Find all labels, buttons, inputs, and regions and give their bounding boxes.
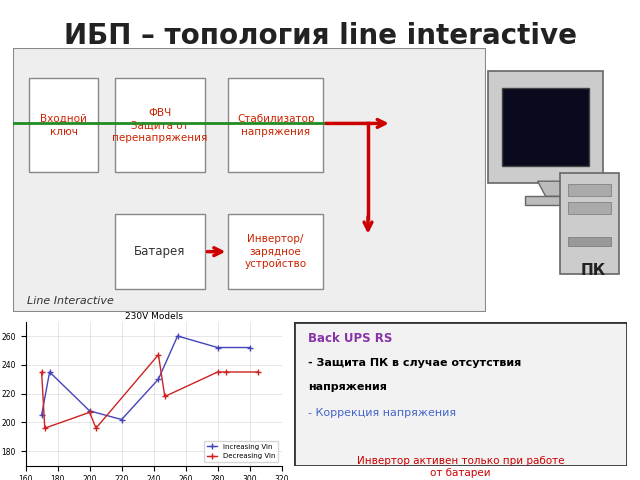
Increasing Vin xyxy=(174,333,182,339)
Increasing Vin xyxy=(46,369,54,375)
Text: ФВЧ
Защита от
перенапряжения: ФВЧ Защита от перенапряжения xyxy=(112,108,207,143)
Line: Increasing Vin: Increasing Vin xyxy=(39,333,252,422)
Bar xyxy=(568,184,611,196)
Decreasing Vin xyxy=(214,369,221,375)
Increasing Vin xyxy=(118,417,125,422)
Text: Стабилизатор
напряжения: Стабилизатор напряжения xyxy=(237,114,314,136)
FancyBboxPatch shape xyxy=(488,71,604,183)
Decreasing Vin xyxy=(155,352,163,358)
Increasing Vin xyxy=(86,408,93,414)
Decreasing Vin xyxy=(254,369,262,375)
Decreasing Vin xyxy=(86,409,93,415)
Increasing Vin xyxy=(38,412,45,418)
Decreasing Vin xyxy=(38,369,45,375)
Decreasing Vin xyxy=(161,394,169,399)
Text: Инвертор активен только при работе
от батареи: Инвертор активен только при работе от ба… xyxy=(357,456,564,478)
Bar xyxy=(568,202,611,214)
Text: - Защита ПК в случае отсутствия: - Защита ПК в случае отсутствия xyxy=(308,358,521,368)
Increasing Vin xyxy=(214,345,221,350)
Polygon shape xyxy=(538,181,570,196)
FancyBboxPatch shape xyxy=(502,88,589,166)
Text: Инвертор/
зарядное
устройство: Инвертор/ зарядное устройство xyxy=(244,234,307,269)
Text: Батарея: Батарея xyxy=(134,245,186,258)
Polygon shape xyxy=(525,196,582,205)
Text: Back UPS RS: Back UPS RS xyxy=(308,332,392,345)
Title: 230V Models: 230V Models xyxy=(125,312,182,321)
Text: Line Interactive: Line Interactive xyxy=(27,296,114,306)
Text: - Коррекция напряжения: - Коррекция напряжения xyxy=(308,408,456,418)
FancyBboxPatch shape xyxy=(115,78,205,172)
Bar xyxy=(568,238,611,246)
Text: Входной
ключ: Входной ключ xyxy=(40,114,87,136)
FancyBboxPatch shape xyxy=(13,48,486,312)
Text: ПК: ПК xyxy=(581,264,606,278)
FancyBboxPatch shape xyxy=(294,322,627,466)
Text: напряжения: напряжения xyxy=(308,382,387,392)
FancyBboxPatch shape xyxy=(228,78,323,172)
Decreasing Vin xyxy=(92,425,100,431)
FancyBboxPatch shape xyxy=(560,172,620,274)
Increasing Vin xyxy=(246,345,253,350)
Decreasing Vin xyxy=(41,425,49,431)
Line: Decreasing Vin: Decreasing Vin xyxy=(39,352,260,431)
Increasing Vin xyxy=(155,376,163,382)
Decreasing Vin xyxy=(222,369,230,375)
FancyBboxPatch shape xyxy=(115,214,205,289)
Legend: Increasing Vin, Decreasing Vin: Increasing Vin, Decreasing Vin xyxy=(204,441,278,462)
FancyBboxPatch shape xyxy=(228,214,323,289)
FancyBboxPatch shape xyxy=(29,78,98,172)
Text: ИБП – топология line interactive: ИБП – топология line interactive xyxy=(63,22,577,49)
